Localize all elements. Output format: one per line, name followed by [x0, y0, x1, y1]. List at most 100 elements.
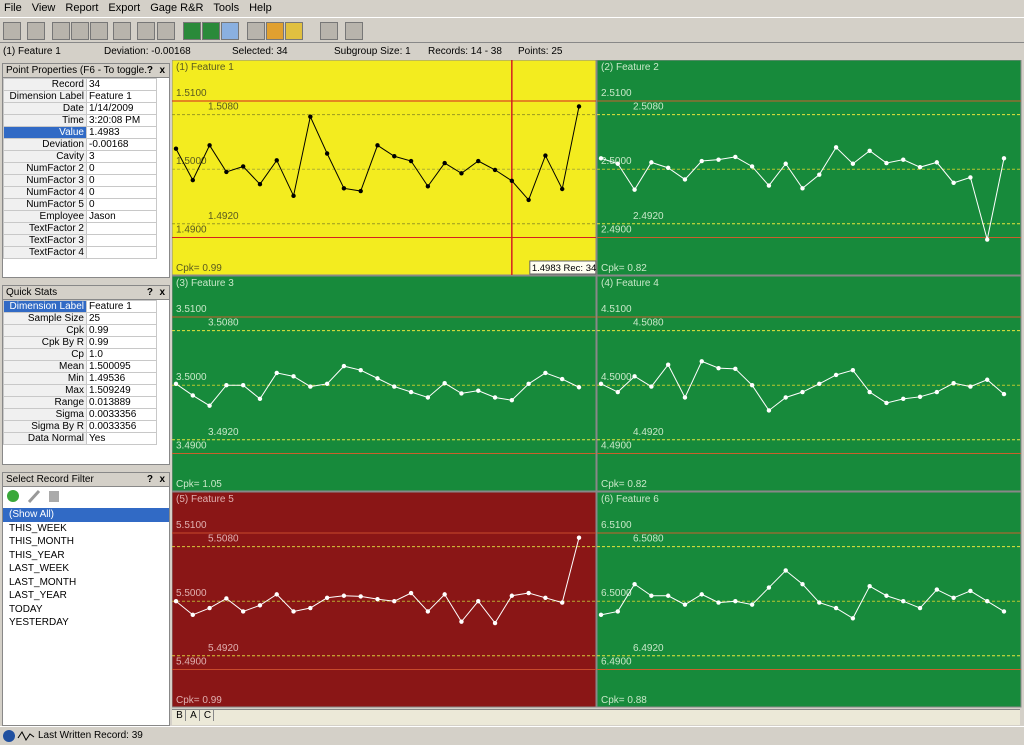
data-point[interactable]	[476, 158, 481, 164]
data-point[interactable]	[749, 383, 755, 388]
help-button[interactable]: ?	[146, 64, 153, 77]
tool-button[interactable]	[3, 22, 21, 40]
data-point[interactable]	[850, 161, 856, 166]
data-point[interactable]	[682, 395, 688, 400]
data-point[interactable]	[476, 599, 481, 604]
data-point[interactable]	[632, 374, 637, 379]
data-point[interactable]	[766, 408, 772, 413]
data-point[interactable]	[308, 384, 313, 389]
data-point[interactable]	[392, 384, 397, 389]
menu-item[interactable]: Gage R&R	[150, 2, 204, 14]
data-point[interactable]	[817, 600, 822, 605]
filter-item[interactable]: THIS_MONTH	[9, 536, 74, 547]
data-point[interactable]	[492, 620, 498, 626]
data-point[interactable]	[224, 383, 229, 388]
data-point[interactable]	[649, 593, 654, 598]
data-point[interactable]	[1001, 156, 1007, 161]
data-point[interactable]	[800, 389, 805, 395]
data-point[interactable]	[425, 395, 431, 400]
data-point[interactable]	[190, 612, 195, 618]
data-point[interactable]	[207, 605, 212, 611]
data-point[interactable]	[291, 374, 296, 379]
tool-button[interactable]	[71, 22, 89, 40]
menu-item[interactable]: Tools	[213, 2, 240, 14]
data-point[interactable]	[665, 165, 671, 171]
tool-button[interactable]	[137, 22, 155, 40]
data-point[interactable]	[682, 602, 688, 607]
data-point[interactable]	[968, 175, 973, 180]
data-point[interactable]	[392, 599, 397, 604]
data-point[interactable]	[833, 145, 839, 150]
data-point[interactable]	[173, 146, 179, 151]
data-point[interactable]	[749, 164, 755, 169]
data-point[interactable]	[615, 161, 620, 166]
data-point[interactable]	[543, 370, 548, 376]
add-filter[interactable]	[7, 490, 19, 502]
data-point[interactable]	[733, 599, 738, 604]
data-point[interactable]	[716, 157, 721, 162]
data-point[interactable]	[425, 184, 431, 189]
tool-button[interactable]	[90, 22, 108, 40]
tool-button[interactable]	[266, 22, 284, 40]
data-point[interactable]	[375, 596, 380, 602]
data-point[interactable]	[274, 592, 279, 597]
data-point[interactable]	[800, 581, 805, 587]
filter-item[interactable]: THIS_WEEK	[9, 522, 67, 534]
data-point[interactable]	[833, 605, 839, 611]
data-point[interactable]	[459, 171, 464, 176]
data-point[interactable]	[392, 154, 397, 159]
tool-button[interactable]	[157, 22, 175, 40]
data-point[interactable]	[951, 595, 956, 600]
data-point[interactable]	[985, 599, 990, 604]
data-point[interactable]	[291, 609, 296, 614]
data-point[interactable]	[341, 593, 347, 598]
data-point[interactable]	[224, 596, 229, 601]
data-point[interactable]	[817, 172, 822, 177]
sheet-tab[interactable]: C	[202, 710, 214, 721]
menu-item[interactable]: Help	[249, 2, 272, 14]
tool-button[interactable]	[183, 22, 201, 40]
filter-item[interactable]: LAST_YEAR	[9, 590, 67, 601]
tool-button[interactable]	[345, 22, 363, 40]
data-point[interactable]	[783, 568, 788, 573]
data-point[interactable]	[576, 385, 582, 390]
filter-item[interactable]: TODAY	[9, 603, 43, 615]
data-point[interactable]	[560, 376, 565, 382]
data-point[interactable]	[341, 363, 347, 369]
delete-filter[interactable]	[49, 491, 59, 502]
data-point[interactable]	[173, 381, 179, 387]
data-point[interactable]	[358, 367, 363, 373]
tool-button[interactable]	[52, 22, 70, 40]
menu-item[interactable]: Report	[65, 2, 99, 14]
data-point[interactable]	[375, 376, 380, 381]
data-point[interactable]	[274, 370, 279, 376]
data-point[interactable]	[341, 186, 347, 191]
close-button[interactable]: x	[159, 473, 165, 486]
data-point[interactable]	[509, 178, 515, 184]
data-point[interactable]	[526, 381, 531, 387]
data-point[interactable]	[576, 104, 582, 109]
data-point[interactable]	[716, 365, 721, 371]
data-point[interactable]	[968, 588, 973, 594]
data-point[interactable]	[800, 186, 805, 191]
data-point[interactable]	[526, 197, 531, 203]
data-point[interactable]	[240, 609, 246, 614]
data-point[interactable]	[576, 535, 582, 540]
data-point[interactable]	[850, 616, 856, 621]
data-point[interactable]	[240, 383, 246, 388]
data-point[interactable]	[867, 583, 872, 589]
sheet-tab[interactable]: B	[174, 710, 186, 721]
data-point[interactable]	[783, 161, 788, 166]
data-point[interactable]	[274, 158, 279, 163]
data-point[interactable]	[716, 600, 721, 605]
tool-button[interactable]	[202, 22, 220, 40]
data-point[interactable]	[257, 603, 263, 608]
data-point[interactable]	[459, 619, 464, 624]
data-point[interactable]	[324, 151, 330, 156]
data-point[interactable]	[408, 389, 414, 395]
data-point[interactable]	[358, 594, 363, 599]
data-point[interactable]	[459, 391, 464, 396]
close-button[interactable]: x	[159, 64, 165, 77]
data-point[interactable]	[951, 380, 956, 386]
data-point[interactable]	[291, 193, 296, 199]
